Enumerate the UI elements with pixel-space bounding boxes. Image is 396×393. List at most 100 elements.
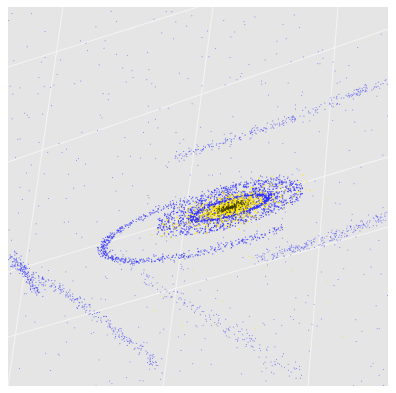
bulge-particle xyxy=(203,212,206,214)
tidal-particle xyxy=(179,198,181,200)
tidal-particle xyxy=(57,288,59,290)
tidal-particle xyxy=(154,211,156,213)
tidal-particle xyxy=(199,314,201,316)
tidal-particle xyxy=(29,282,31,284)
disk-particle xyxy=(255,187,257,189)
bulge-particle xyxy=(239,200,241,203)
tidal-particle xyxy=(161,372,163,374)
disk-particle xyxy=(204,200,207,202)
disk-particle xyxy=(273,209,275,211)
field-particle xyxy=(209,316,211,318)
tidal-particle xyxy=(107,252,109,254)
tidal-particle xyxy=(256,233,258,235)
tidal-particle xyxy=(154,368,156,370)
tidal-particle xyxy=(354,93,356,95)
field-particle xyxy=(151,83,153,85)
core-particle xyxy=(231,201,233,203)
bulge-particle xyxy=(216,211,218,213)
bulge-particle xyxy=(209,217,211,219)
bulge-particle xyxy=(188,207,190,210)
bulge-particle xyxy=(302,174,304,176)
tidal-particle xyxy=(270,177,272,179)
disk-particle xyxy=(206,196,208,198)
field-particle xyxy=(365,88,367,90)
tidal-particle xyxy=(365,87,367,89)
tidal-particle xyxy=(89,303,91,305)
tidal-particle xyxy=(43,278,45,280)
tidal-particle xyxy=(345,94,347,96)
tidal-particle xyxy=(124,259,126,261)
tidal-particle xyxy=(279,249,281,251)
bulge-particle xyxy=(250,215,253,217)
disk-particle xyxy=(172,207,175,209)
tidal-particle xyxy=(24,273,26,275)
disk-particle xyxy=(291,196,293,198)
bulge-particle xyxy=(268,202,270,204)
bulge-particle xyxy=(249,200,251,202)
tidal-particle xyxy=(151,212,153,214)
tidal-particle xyxy=(129,264,131,266)
field-particle xyxy=(56,73,58,75)
disk-particle xyxy=(267,211,269,213)
tidal-particle xyxy=(275,177,277,179)
tidal-particle xyxy=(273,127,275,129)
tidal-particle xyxy=(373,88,375,90)
tidal-particle xyxy=(130,260,132,262)
field-particle xyxy=(166,236,168,238)
disk-particle xyxy=(224,198,226,200)
tidal-particle xyxy=(32,274,34,276)
tidal-particle xyxy=(255,125,257,127)
tidal-particle xyxy=(157,258,159,260)
tidal-particle xyxy=(250,177,252,179)
field-particle xyxy=(369,248,371,250)
tidal-particle xyxy=(160,257,162,259)
tidal-particle xyxy=(208,252,210,254)
tidal-particle xyxy=(289,248,290,250)
tidal-particle xyxy=(286,250,288,252)
bulge-particle xyxy=(246,209,249,211)
disk-particle xyxy=(287,201,289,204)
tidal-particle xyxy=(122,335,124,337)
bulge-particle xyxy=(231,200,233,202)
disk-particle xyxy=(280,207,282,209)
bulge-particle xyxy=(278,202,280,204)
bulge-particle xyxy=(240,222,242,224)
tidal-particle xyxy=(109,232,111,234)
disk-particle xyxy=(240,212,242,214)
tidal-particle xyxy=(116,261,117,262)
field-particle xyxy=(38,77,40,79)
tidal-particle xyxy=(107,319,109,321)
tidal-particle xyxy=(211,146,213,148)
core-particle xyxy=(218,211,220,213)
tidal-particle xyxy=(280,224,282,226)
field-particle xyxy=(335,202,337,204)
disk-particle xyxy=(241,217,243,219)
field-particle xyxy=(189,174,191,176)
tidal-particle xyxy=(23,268,25,270)
tidal-particle xyxy=(261,259,263,261)
tidal-particle xyxy=(265,127,267,129)
disk-particle xyxy=(213,198,215,200)
disk-particle xyxy=(251,216,253,218)
tidal-particle xyxy=(121,333,123,335)
disk-particle xyxy=(200,204,202,206)
core-particle xyxy=(231,207,233,209)
tidal-particle xyxy=(141,273,142,275)
tidal-particle xyxy=(359,225,361,227)
core-particle xyxy=(222,208,224,210)
tidal-particle xyxy=(188,195,190,197)
bulge-particle xyxy=(251,200,253,202)
disk-particle xyxy=(234,219,236,221)
field-particle xyxy=(122,255,124,257)
tidal-particle xyxy=(144,261,146,263)
field-particle xyxy=(206,221,208,223)
tidal-particle xyxy=(111,259,113,261)
tidal-particle xyxy=(33,271,34,273)
field-particle xyxy=(8,20,10,21)
disk-particle xyxy=(223,227,225,229)
field-particle xyxy=(295,297,297,299)
tidal-particle xyxy=(36,294,38,296)
tidal-particle xyxy=(259,238,261,240)
tidal-particle xyxy=(151,357,153,359)
disk-particle xyxy=(200,202,202,204)
